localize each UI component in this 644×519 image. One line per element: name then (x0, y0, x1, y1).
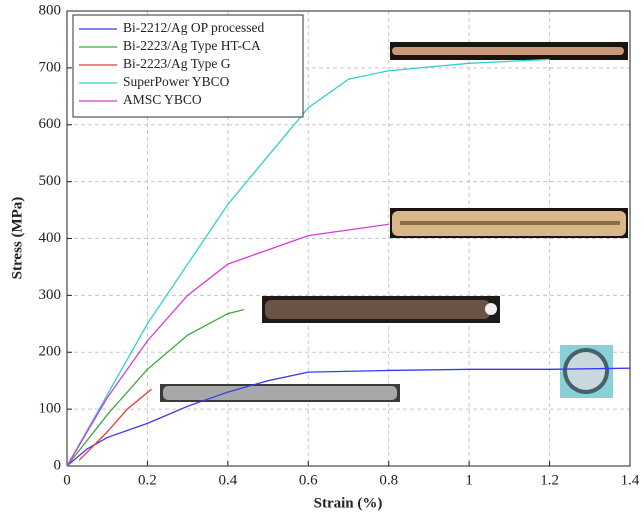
y-tick-label: 600 (39, 116, 62, 132)
y-tick-label: 800 (39, 2, 62, 18)
plot-frame (66, 10, 631, 467)
y-tick-label: 400 (39, 230, 62, 246)
x-tick-label: 1.2 (540, 472, 559, 488)
y-tick-label: 700 (39, 59, 62, 75)
y-tick-label: 500 (39, 173, 62, 189)
y-tick-label: 300 (39, 287, 62, 303)
inset-photo (567, 352, 605, 390)
series-line (66, 367, 631, 467)
legend-label: AMSC YBCO (123, 92, 202, 107)
x-tick-label: 0.6 (299, 472, 318, 488)
x-tick-label: 0.2 (138, 472, 157, 488)
series-line (66, 58, 550, 467)
inset-photo (400, 221, 620, 225)
y-axis-label: Stress (MPa) (9, 197, 25, 280)
inset-photo (163, 386, 397, 400)
y-tick-label: 100 (39, 401, 62, 417)
x-tick-label: 0 (63, 472, 71, 488)
legend-box (72, 14, 304, 118)
x-tick-label: 1 (465, 472, 473, 488)
x-tick-label: 0.8 (379, 472, 398, 488)
legend-label: Bi-2223/Ag Type HT-CA (123, 38, 261, 53)
x-tick-label: 1.4 (621, 472, 640, 488)
y-tick-label: 200 (39, 344, 62, 360)
legend-label: Bi-2223/Ag Type G (123, 56, 231, 71)
inset-photo (485, 303, 497, 315)
inset-photo (265, 300, 490, 319)
insets (160, 42, 628, 402)
series-line (66, 308, 245, 467)
legend-label: Bi-2212/Ag OP processed (123, 20, 264, 35)
legend-label: SuperPower YBCO (123, 74, 230, 89)
y-tick-label: 0 (54, 457, 62, 473)
x-axis-label: Strain (%) (314, 495, 383, 511)
x-tick-label: 0.4 (218, 472, 237, 488)
series-line (78, 388, 152, 461)
series-line (66, 223, 389, 467)
inset-photo (392, 47, 624, 55)
